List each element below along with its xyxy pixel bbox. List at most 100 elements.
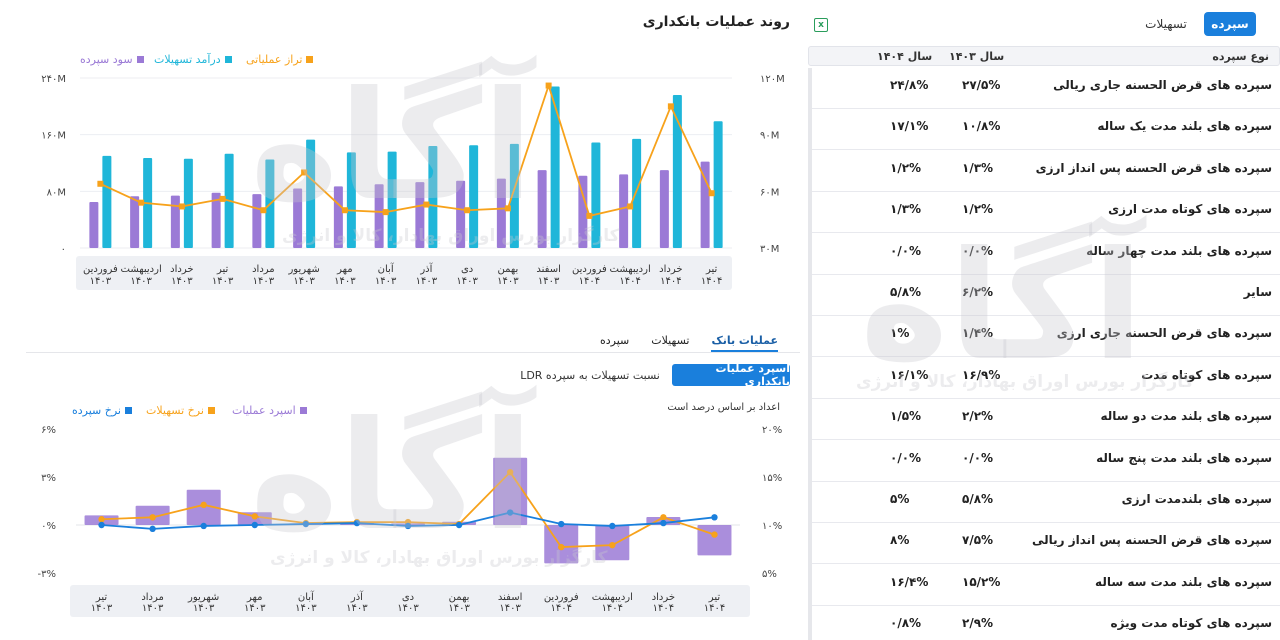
- cell-1404: ۰/۰%: [890, 450, 922, 465]
- table-row[interactable]: سپرده های بلند مدت چهار ساله ۰/۰% ۰/۰%: [812, 234, 1280, 275]
- line-point: [149, 525, 156, 533]
- table-row[interactable]: سپرده های کوتاه مدت ۱۶/۹% ۱۶/۱%: [812, 358, 1280, 399]
- bar-9b7ad6: [374, 184, 384, 248]
- line-point: [178, 203, 185, 210]
- right-axis-tick-label: ۱۵%: [762, 473, 782, 484]
- line-point: [98, 516, 105, 523]
- x-tick-year: ۱۴۰۳: [499, 603, 521, 614]
- legend-swatch: [224, 56, 232, 63]
- banking-operations-panel: روند عملیات بانکداری تراز عملیاتی درآمد …: [26, 14, 800, 617]
- x-tick-year: ۱۴۰۳: [375, 276, 397, 287]
- x-tick-year: ۱۴۰۴: [550, 603, 571, 614]
- x-tick-year: ۱۴۰۳: [171, 276, 193, 287]
- x-tick-year: ۱۴۰۳: [397, 603, 419, 614]
- legend-swatch: [299, 407, 307, 414]
- tab-deposit[interactable]: سپرده: [1204, 12, 1256, 36]
- table-row[interactable]: سپرده های کوتاه مدت ارزی ۱/۲% ۱/۳%: [812, 192, 1280, 234]
- x-tick-year: ۱۴۰۳: [91, 603, 113, 614]
- x-tick-month: مرداد: [252, 264, 275, 275]
- x-tick-month: اردیبهشت: [592, 592, 633, 603]
- x-tick-month: فروردین: [572, 264, 607, 275]
- bar-9b7ad6: [170, 195, 180, 248]
- cell-deposit-type: سپرده های کوتاه مدت: [1141, 367, 1272, 382]
- x-tick-year: ۱۴۰۳: [538, 276, 560, 287]
- x-tick-month: اردیبهشت: [610, 264, 651, 275]
- percent-note: اعداد بر اساس درصد است: [667, 402, 780, 413]
- right-axis-tick-label: ۹۰M: [760, 131, 779, 142]
- table-row[interactable]: سپرده های بلندمدت ارزی ۵/۸% ۵%: [812, 482, 1280, 523]
- line-point: [97, 180, 104, 187]
- legend-label: نرخ سپرده: [72, 404, 121, 417]
- x-tick-month: آبان: [378, 262, 395, 275]
- column-header-1404[interactable]: سال ۱۴۰۴: [877, 49, 933, 63]
- line-point: [301, 169, 308, 176]
- table-row[interactable]: سپرده های بلند مدت دو ساله ۲/۲% ۱/۵%: [812, 399, 1280, 441]
- legend-label: سود سپرده: [80, 53, 133, 66]
- cell-deposit-type: سپرده های قرض الحسنه جاری ارزی: [1056, 326, 1272, 341]
- x-tick-month: بهمن: [497, 264, 518, 275]
- line-point: [260, 207, 267, 214]
- line-point: [506, 509, 514, 516]
- cell-1404: ۸%: [890, 533, 910, 548]
- line-point: [200, 522, 207, 530]
- left-axis-tick-label: ۰: [61, 244, 66, 255]
- line-point: [627, 203, 634, 210]
- legend-operating[interactable]: تراز عملیاتی: [246, 53, 314, 66]
- x-tick-year: ۱۴۰۳: [193, 603, 215, 614]
- cell-1404: ۱/۳%: [890, 202, 922, 217]
- cell-deposit-type: سپرده های بلند مدت چهار ساله: [1086, 243, 1272, 258]
- cell-1404: ۱۶/۴%: [890, 574, 929, 589]
- x-tick-month: دی: [461, 264, 473, 275]
- line-point: [504, 205, 511, 212]
- ldr-button[interactable]: نسبت تسهیلات به سپرده LDR: [520, 368, 660, 382]
- table-row[interactable]: سپرده های قرض الحسنه پس انداز ارزی ۱/۳% ۱/…: [812, 151, 1280, 192]
- x-tick-month: فروردین: [544, 592, 579, 603]
- table-row[interactable]: سپرده های بلند مدت سه ساله ۱۵/۲% ۱۶/۴%: [812, 565, 1280, 606]
- x-tick-month: مهر: [246, 592, 262, 603]
- x-tick-year: ۱۴۰۳: [253, 276, 275, 287]
- x-tick-year: ۱۴۰۴: [619, 276, 640, 287]
- chart2-tabs: عملیات بانک تسهیلات سپرده: [600, 334, 778, 352]
- table-row[interactable]: سپرده های بلند مدت پنج ساله ۰/۰% ۰/۰%: [812, 441, 1280, 482]
- cell-1403: ۵/۸%: [962, 492, 994, 506]
- legend-swatch: [207, 407, 215, 414]
- line-point: [506, 469, 514, 476]
- tab-facilities[interactable]: تسهیلات: [1145, 17, 1187, 31]
- x-tick-month: آذر: [419, 262, 433, 275]
- table-row[interactable]: سپرده های قرض الحسنه جاری ریالی ۲۷/۵% ۲۴/۸…: [812, 68, 1280, 109]
- bar-9b7ad6: [537, 170, 547, 248]
- legend-spread[interactable]: اسپرد عملیات: [232, 404, 307, 417]
- column-header-type[interactable]: نوع سپرده: [1212, 49, 1269, 63]
- bar-1fb6d9: [387, 151, 397, 248]
- table-row[interactable]: سپرده های بلند مدت یک ساله ۱۰/۸% ۱۷/۱%: [812, 109, 1280, 151]
- legend-facility-rate[interactable]: نرخ تسهیلات: [146, 404, 215, 417]
- x-tick-month: تیر: [705, 264, 718, 275]
- legend-deposit-rate[interactable]: نرخ سپرده: [72, 404, 132, 417]
- cell-1404: ۲۴/۸%: [890, 78, 929, 92]
- legend-facility-income[interactable]: درآمد تسهیلات: [154, 53, 232, 66]
- tab-deposit-chart[interactable]: سپرده: [599, 334, 630, 347]
- table-row[interactable]: سپرده های کوتاه مدت ویژه ۲/۹% ۰/۸%: [812, 606, 1280, 640]
- line-point: [404, 522, 412, 530]
- column-header-1403[interactable]: سال ۱۴۰۳: [949, 49, 1005, 63]
- x-tick-month: بهمن: [449, 592, 470, 603]
- series-line: [99, 82, 713, 217]
- left-axis-tick-label: ۱۶۰M: [41, 131, 66, 142]
- x-tick-month: آذر: [350, 590, 364, 603]
- legend-deposit-profit[interactable]: سود سپرده: [80, 53, 144, 66]
- line-point: [545, 82, 552, 89]
- table-row[interactable]: سپرده های قرض الحسنه جاری ارزی ۱/۴% ۱%: [812, 316, 1280, 358]
- tab-bank-operations[interactable]: عملیات بانک: [711, 334, 778, 352]
- table-row[interactable]: سپرده های قرض الحسنه پس انداز ریالی ۷/۵% ۸…: [812, 523, 1280, 565]
- cell-deposit-type: سایر: [1243, 285, 1272, 299]
- table-row[interactable]: سایر ۶/۲% ۵/۸%: [812, 275, 1280, 316]
- cell-1403: ۱۵/۲%: [962, 574, 1001, 589]
- x-tick-year: ۱۴۰۴: [653, 603, 674, 614]
- excel-export-icon[interactable]: x: [814, 18, 828, 32]
- line-point: [667, 103, 674, 110]
- x-tick-month: خرداد: [652, 592, 675, 603]
- spread-button[interactable]: اسپرد عملیات بانکداری: [672, 362, 790, 388]
- line-point: [455, 521, 463, 529]
- tab-facilities-chart[interactable]: تسهیلات: [651, 334, 690, 347]
- bar-1fb6d9: [346, 152, 356, 248]
